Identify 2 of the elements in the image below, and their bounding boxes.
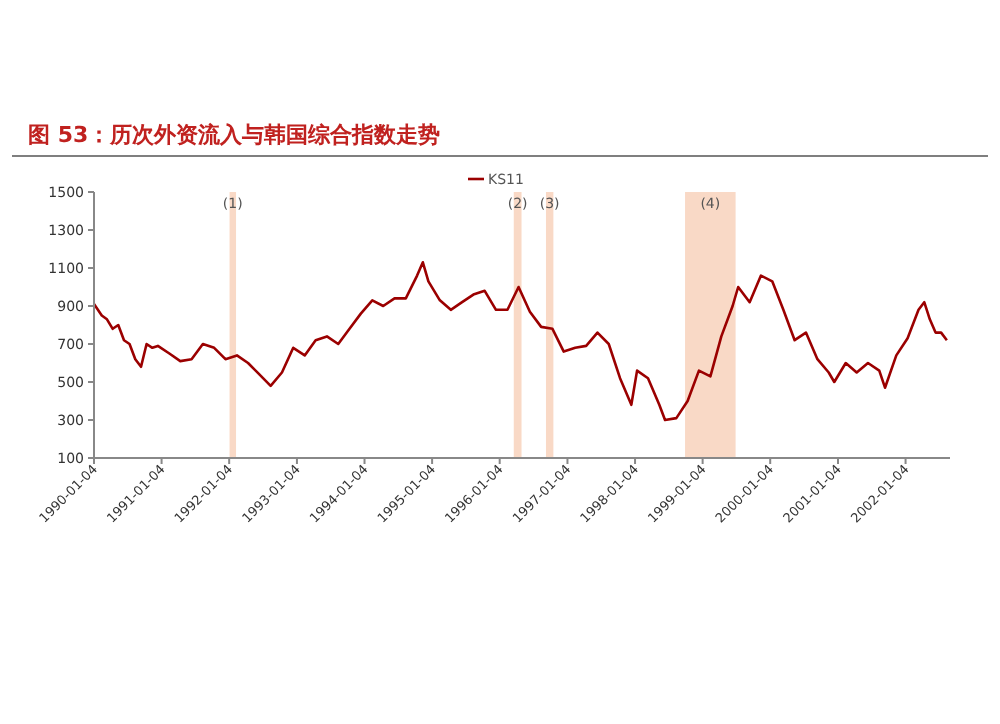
line-series	[92, 261, 949, 422]
chart-title: 图 53：历次外资流入与韩国综合指数走势	[28, 122, 441, 148]
